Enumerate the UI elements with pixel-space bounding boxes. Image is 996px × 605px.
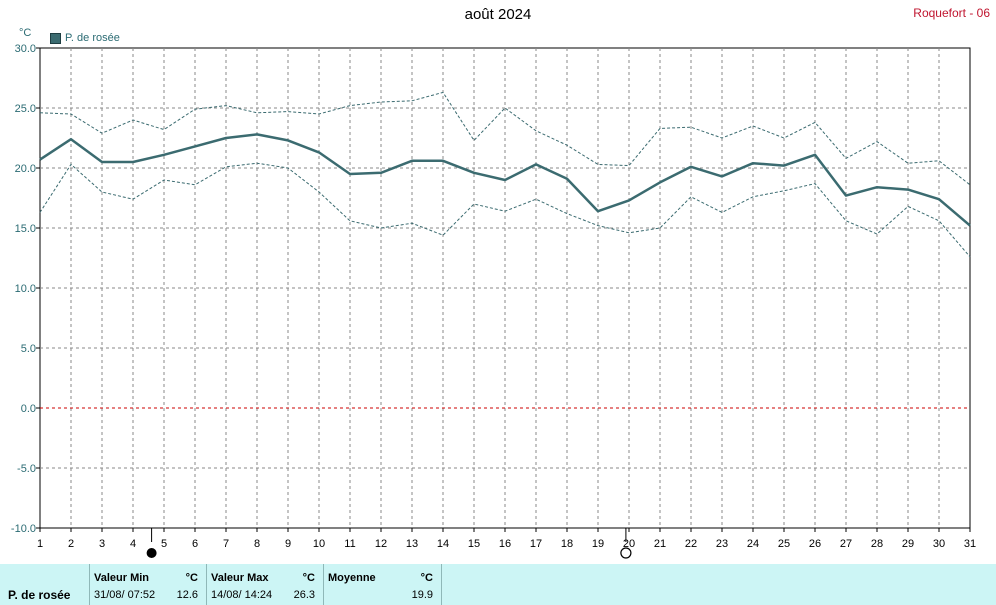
x-tick-label: 31	[964, 538, 976, 550]
stats-max: Valeur Max °C 14/08/ 14:24 26.3	[207, 564, 324, 605]
dew-point-chart: 30.025.020.015.010.05.00.0-5.0-10.01 2 3 4 5…	[11, 43, 976, 559]
x-tick-label: 13	[406, 538, 418, 550]
x-tick-label: 19	[592, 538, 604, 550]
max-value: 26.3	[293, 589, 315, 601]
y-tick-label: 25.0	[15, 103, 36, 115]
x-tick-label: 17	[530, 538, 542, 550]
full-moon-icon	[146, 548, 157, 558]
y-tick-label: 5.0	[21, 343, 36, 355]
y-axis-unit: °C	[19, 27, 32, 39]
x-tick-label: 26	[809, 538, 821, 550]
x-tick-label: 30	[933, 538, 945, 550]
legend: P. de rosée	[50, 32, 120, 44]
mean-header: Moyenne	[328, 572, 376, 584]
y-tick-label: 10.0	[15, 283, 36, 295]
x-tick-label: 10	[313, 538, 325, 550]
new-moon-icon	[620, 547, 632, 559]
x-tick-label: 25	[778, 538, 790, 550]
x-tick-label: 29	[902, 538, 914, 550]
x-tick-label: 21	[654, 538, 666, 550]
y-tick-label: 15.0	[15, 223, 36, 235]
max-when: 14/08/ 14:24	[211, 589, 273, 601]
min-header: Valeur Min	[94, 572, 150, 584]
x-tick-label: 3	[99, 538, 105, 550]
station-name: Roquefort - 06	[913, 6, 990, 20]
x-tick-label: 8	[254, 538, 260, 550]
stats-mean: Moyenne °C 19.9	[324, 564, 442, 605]
legend-swatch	[50, 32, 61, 44]
x-tick-label: 7	[223, 538, 229, 550]
stats-panel: P. de rosée Valeur Min °C 31/08/ 07:52 1…	[0, 564, 996, 605]
x-tick-label: 12	[375, 538, 387, 550]
x-tick-label: 1	[37, 538, 43, 550]
min-value: 12.6	[176, 589, 198, 601]
x-tick-label: 2	[68, 538, 74, 550]
x-tick-label: 4	[130, 538, 136, 550]
x-tick-label: 5	[161, 538, 167, 550]
legend-label: P. de rosée	[65, 32, 120, 44]
min-unit: °C	[185, 572, 198, 584]
y-tick-label: 30.0	[15, 43, 36, 55]
mean-unit: °C	[420, 572, 433, 584]
x-tick-label: 6	[192, 538, 198, 550]
x-tick-label: 28	[871, 538, 883, 550]
y-tick-label: -5.0	[17, 463, 36, 475]
y-tick-label: 20.0	[15, 163, 36, 175]
max-unit: °C	[302, 572, 315, 584]
x-tick-label: 14	[437, 538, 449, 550]
x-tick-label: 11	[344, 538, 355, 550]
x-tick-label: 18	[561, 538, 573, 550]
mean-value: 19.9	[411, 589, 433, 601]
chart-title: août 2024	[464, 6, 532, 23]
min-when: 31/08/ 07:52	[94, 589, 156, 601]
x-tick-label: 15	[468, 538, 480, 550]
y-tick-label: -10.0	[11, 523, 36, 535]
max-header: Valeur Max	[211, 572, 269, 584]
stats-min: Valeur Min °C 31/08/ 07:52 12.6	[90, 564, 207, 605]
x-tick-label: 27	[840, 538, 852, 550]
x-tick-label: 16	[499, 538, 511, 550]
stats-row-label: P. de rosée	[0, 564, 90, 605]
x-tick-label: 23	[716, 538, 728, 550]
x-tick-label: 24	[747, 538, 759, 550]
x-tick-label: 22	[685, 538, 697, 550]
x-tick-label: 9	[285, 538, 291, 550]
stats-series-name: P. de rosée	[8, 588, 71, 602]
y-tick-label: 0.0	[21, 403, 36, 415]
